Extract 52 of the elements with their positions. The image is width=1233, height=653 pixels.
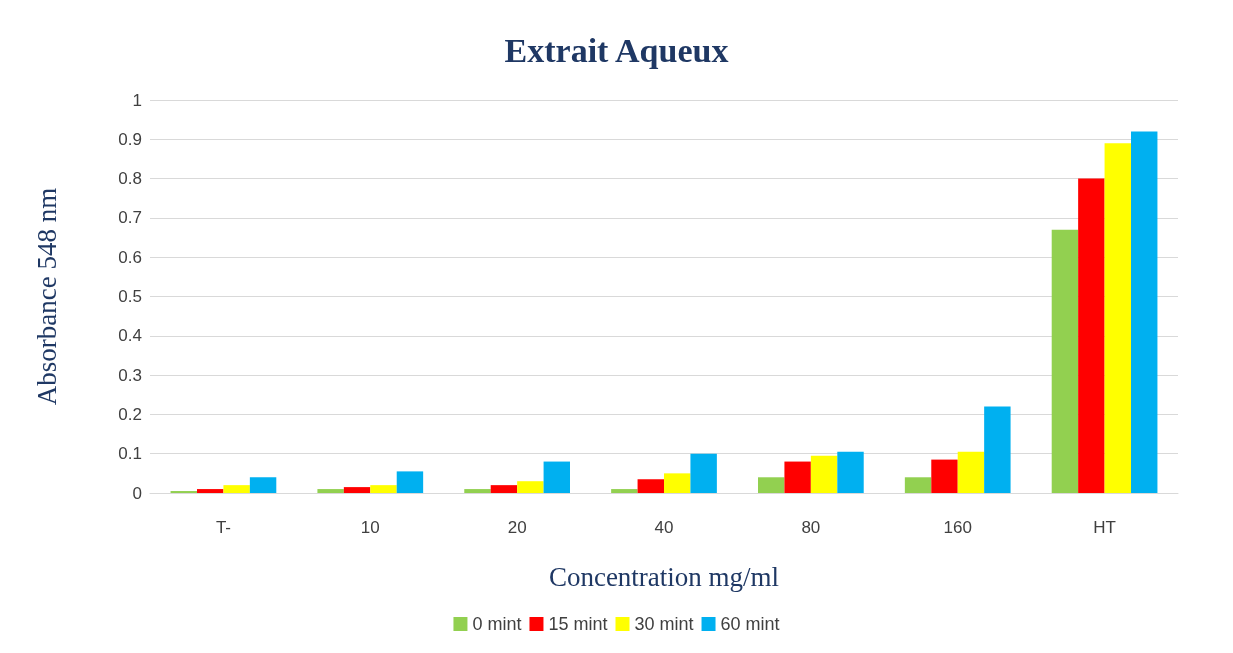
bar	[1078, 178, 1105, 493]
y-tick-label: 0.7	[118, 208, 142, 228]
y-axis-title: Absorbance 548 nm	[31, 187, 62, 406]
y-tick-label: 0.9	[118, 129, 142, 149]
legend-label: 15 mint	[548, 614, 608, 634]
bar	[637, 479, 664, 493]
legend-label: 30 mint	[634, 614, 694, 634]
bar	[611, 489, 638, 493]
bar	[196, 489, 224, 493]
bar	[784, 461, 811, 493]
bar	[490, 485, 518, 493]
x-tick-label: T-	[215, 518, 231, 537]
y-tick-label: 0.5	[118, 287, 142, 306]
x-tick-label: 160	[943, 518, 972, 537]
y-tick-label: 0.8	[118, 169, 142, 189]
bar	[904, 477, 932, 493]
bar	[1131, 131, 1158, 493]
x-axis-title: Concentration mg/ml	[548, 561, 780, 592]
bar	[1051, 229, 1079, 493]
bar	[931, 459, 958, 493]
y-tick-label: 0.2	[118, 404, 142, 424]
bar	[664, 473, 691, 493]
legend-label: 0 mint	[472, 614, 522, 634]
y-tick-label: 1	[132, 90, 142, 110]
bar	[690, 453, 717, 493]
bar	[957, 451, 985, 493]
bar	[543, 461, 571, 493]
bar	[223, 485, 250, 493]
x-tick-label: 80	[801, 518, 821, 537]
bar	[396, 471, 424, 493]
chart-title: Extrait Aqueux	[504, 31, 729, 69]
y-tick-label: 0.6	[118, 247, 142, 267]
y-tick-label: 0	[132, 483, 142, 503]
bar	[810, 455, 838, 493]
y-tick-label: 0.3	[118, 365, 142, 385]
x-tick-label: 20	[507, 518, 527, 537]
x-tick-label: 40	[654, 518, 674, 537]
bar	[517, 481, 544, 493]
bar	[837, 451, 864, 493]
y-tick-label: 0.1	[118, 444, 142, 464]
bar	[464, 489, 491, 493]
bar	[317, 489, 344, 493]
bar	[249, 477, 277, 493]
x-tick-label: HT	[1093, 518, 1116, 537]
bar	[984, 406, 1011, 493]
bar	[370, 485, 397, 493]
legend-label: 60 mint	[720, 614, 780, 634]
bar	[1104, 143, 1132, 493]
bar	[757, 477, 785, 493]
x-tick-label: 10	[360, 518, 380, 537]
bar	[343, 487, 371, 493]
y-tick-label: 0.4	[118, 326, 142, 346]
